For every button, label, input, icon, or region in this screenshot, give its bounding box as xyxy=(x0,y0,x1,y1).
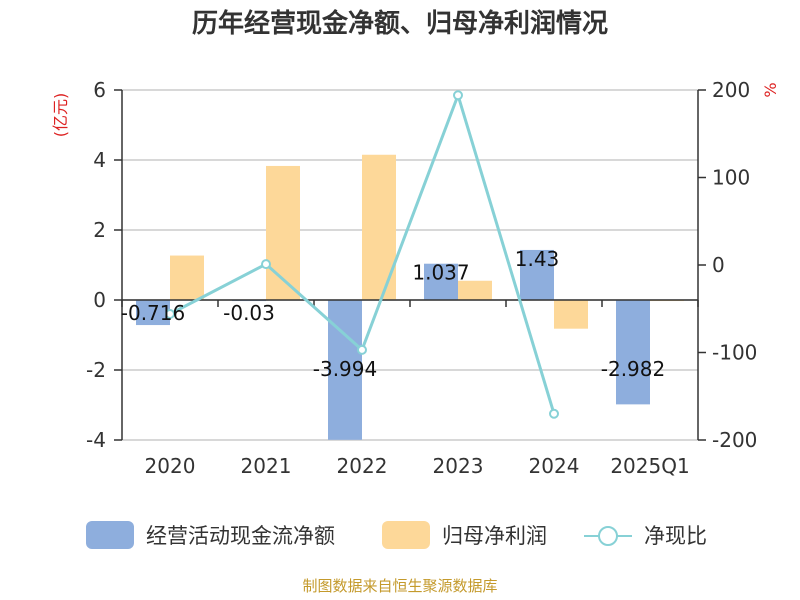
cashflow-data-label: -2.982 xyxy=(601,357,665,381)
profit-bar xyxy=(458,280,492,300)
left-axis-tick-label: 4 xyxy=(93,148,106,172)
category-label: 2020 xyxy=(145,454,196,478)
left-axis-tick-label: 0 xyxy=(93,288,106,312)
bar-group xyxy=(136,154,684,440)
tick-labels: 6 4 2 0 -2 -4 200 100 0 -100 -200 2020 2021 2022 2023 2… xyxy=(86,78,757,478)
legend-label-profit: 归母净利润 xyxy=(442,524,547,548)
source-note: 制图数据来自恒生聚源数据库 xyxy=(302,577,497,595)
grid-lines xyxy=(122,89,698,441)
category-label: 2024 xyxy=(529,454,580,478)
left-axis-unit: (亿元) xyxy=(51,93,70,138)
left-axis-tick-label: 2 xyxy=(93,218,106,242)
profit-bar xyxy=(362,154,396,300)
data-label-group: -0.716 -0.03 -3.994 1.037 1.43 -2.982 xyxy=(121,247,665,381)
ratio-point xyxy=(453,90,463,101)
category-label: 2023 xyxy=(433,454,484,478)
left-axis-tick-label: -4 xyxy=(86,428,106,452)
category-label: 2021 xyxy=(241,454,292,478)
legend: 经营活动现金流净额 归母净利润 净现比 xyxy=(86,521,707,549)
right-axis-tick-label: 200 xyxy=(712,78,750,102)
cashflow-bar xyxy=(136,300,170,326)
profit-bar xyxy=(554,300,588,329)
cashflow-bar xyxy=(616,300,650,405)
legend-swatch-ratio-marker xyxy=(598,526,618,546)
right-axis-tick-label: 0 xyxy=(712,253,725,277)
left-axis-tick-label: 6 xyxy=(93,78,106,102)
cashflow-bar xyxy=(424,263,458,300)
right-axis-unit: % xyxy=(761,82,780,97)
chart-title: 历年经营现金净额、归母净利润情况 xyxy=(192,8,608,39)
ratio-point xyxy=(357,344,367,355)
legend-label-ratio: 净现比 xyxy=(644,524,707,548)
ratio-point xyxy=(261,259,271,270)
right-axis-tick-label: 100 xyxy=(712,166,750,190)
axes xyxy=(114,89,706,441)
right-axis-tick-label: -100 xyxy=(712,341,757,365)
right-axis-tick-label: -200 xyxy=(712,428,757,452)
legend-swatch-cashflow xyxy=(86,521,134,549)
ratio-point xyxy=(549,408,559,419)
cashflow-bar xyxy=(520,249,554,300)
ratio-point xyxy=(165,309,175,319)
legend-swatch-profit xyxy=(382,521,430,549)
profit-bar xyxy=(170,255,204,300)
cashflow-data-label: 1.43 xyxy=(515,247,560,271)
cashflow-data-label: -0.716 xyxy=(121,301,185,325)
category-label: 2025Q1 xyxy=(610,454,689,478)
legend-label-cashflow: 经营活动现金流净额 xyxy=(146,524,335,548)
cashflow-data-label: -0.03 xyxy=(223,301,275,325)
ratio-line-group xyxy=(165,90,559,419)
category-label: 2022 xyxy=(337,454,388,478)
cashflow-data-label: 1.037 xyxy=(412,261,469,285)
cashflow-data-label: -3.994 xyxy=(313,357,377,381)
left-axis-tick-label: -2 xyxy=(86,358,106,382)
